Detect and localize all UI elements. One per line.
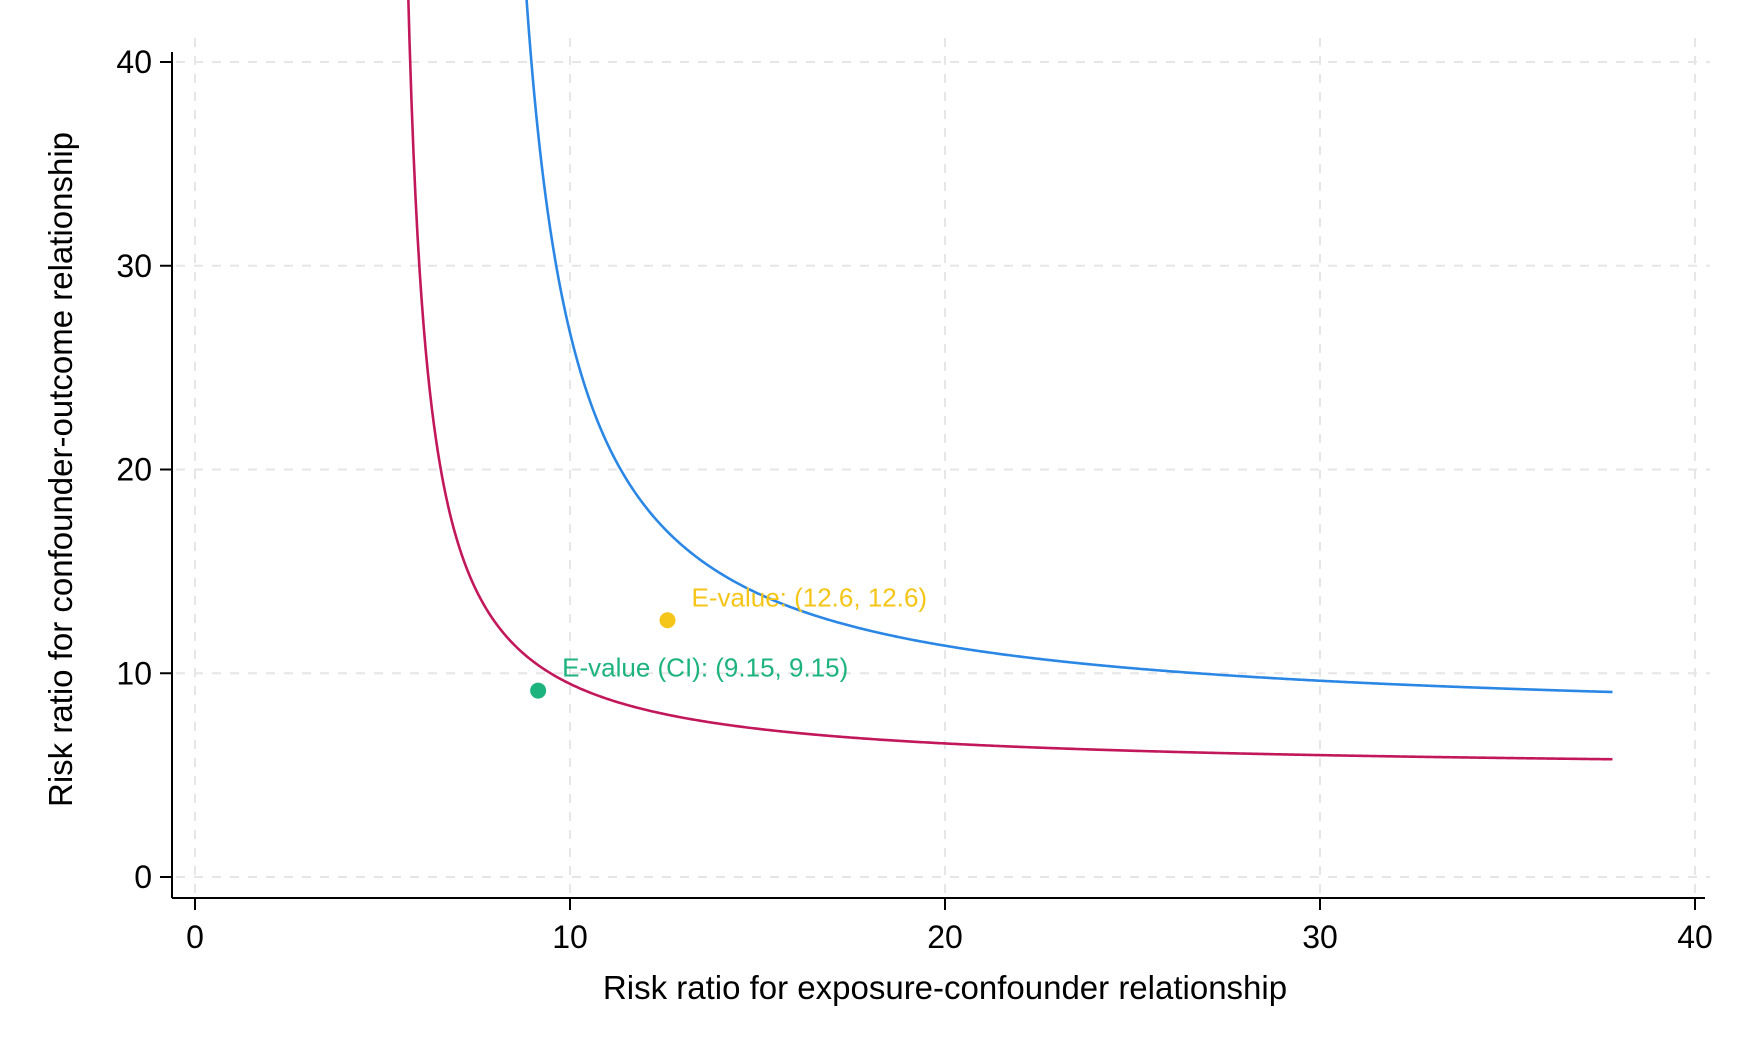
y-tick-label: 10 bbox=[116, 655, 152, 691]
e-value-point bbox=[659, 612, 676, 629]
x-tick-label: 10 bbox=[552, 919, 588, 955]
grid-lines bbox=[176, 38, 1710, 894]
e-value-point bbox=[530, 682, 547, 699]
e-value-label: E-value: (12.6, 12.6) bbox=[692, 582, 928, 612]
y-axis-title: Risk ratio for confounder-outcome relati… bbox=[42, 132, 79, 807]
x-tick-label: 30 bbox=[1302, 919, 1338, 955]
y-tick-label: 40 bbox=[116, 44, 152, 80]
y-tick-label: 0 bbox=[134, 859, 152, 895]
series-line bbox=[407, 0, 1613, 761]
y-tick-label: 20 bbox=[116, 452, 152, 488]
e-value-label: E-value (CI): (9.15, 9.15) bbox=[562, 653, 848, 683]
x-tick-label: 20 bbox=[927, 919, 963, 955]
x-tick-label: 40 bbox=[1677, 919, 1713, 955]
x-axis-title: Risk ratio for exposure-confounder relat… bbox=[603, 969, 1287, 1006]
y-tick-label: 30 bbox=[116, 248, 152, 284]
e-value-points: E-value: (12.6, 12.6) E-value (CI): (9.15… bbox=[530, 582, 928, 699]
x-tick-label: 0 bbox=[186, 919, 204, 955]
axes: 0 10 20 30 40 0 10 20 30 40 bbox=[116, 44, 1712, 955]
series-lines bbox=[407, 0, 1613, 761]
series-line bbox=[525, 0, 1613, 694]
